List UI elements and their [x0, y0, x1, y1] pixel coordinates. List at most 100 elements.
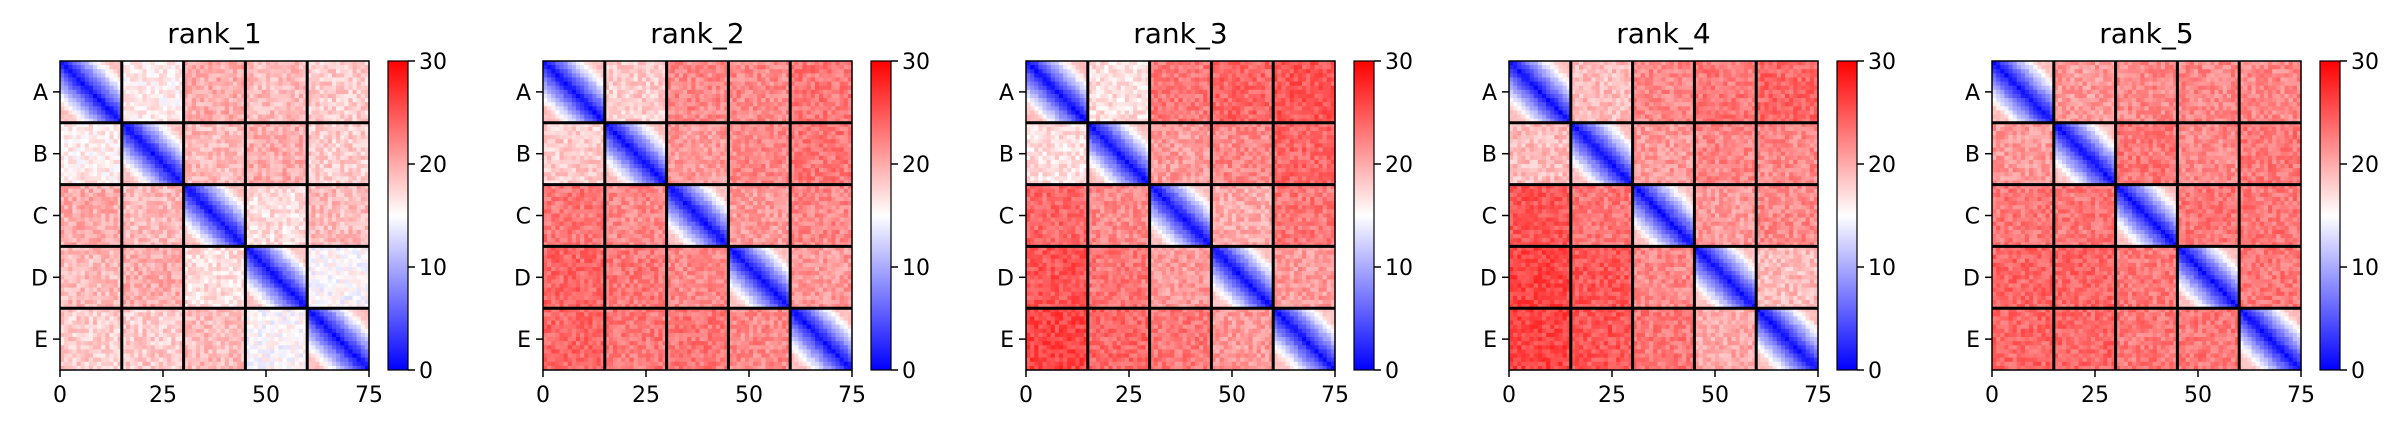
heatmap-cell	[323, 155, 329, 161]
heatmap-cell	[315, 143, 321, 149]
heatmap-cell	[187, 262, 193, 268]
heatmap-cell	[356, 295, 362, 301]
heatmap-cell	[113, 217, 119, 223]
heatmap-cell	[150, 102, 156, 107]
heatmap-cell	[163, 93, 168, 99]
heatmap-cell	[241, 205, 246, 210]
heatmap-cell	[191, 89, 197, 95]
heatmap-cell	[228, 184, 234, 190]
heatmap-cell	[195, 279, 201, 285]
heatmap-cell	[88, 192, 94, 198]
heatmap-cell	[101, 69, 106, 74]
heatmap-cell	[224, 151, 230, 157]
heatmap-cell	[68, 299, 73, 305]
heatmap-cell	[171, 275, 176, 280]
heatmap-cell	[113, 77, 119, 83]
heatmap-cell	[315, 93, 321, 99]
heatmap-cell	[64, 188, 69, 194]
heatmap-cell	[130, 246, 135, 252]
heatmap-cell	[298, 110, 304, 116]
heatmap-cell	[274, 217, 279, 223]
heatmap-cell	[150, 172, 156, 177]
heatmap-cell	[327, 98, 333, 103]
heatmap-cell	[187, 312, 193, 318]
heatmap-cell	[208, 122, 214, 128]
heatmap-cell	[171, 229, 176, 235]
heatmap-cell	[249, 291, 255, 297]
heatmap-cell	[270, 250, 275, 256]
heatmap-cell	[245, 106, 251, 112]
heatmap-cell	[331, 172, 337, 177]
heatmap-cell	[323, 287, 329, 293]
heatmap-cell	[117, 316, 123, 322]
heatmap-cell	[200, 135, 205, 140]
heatmap-cell	[323, 304, 329, 309]
heatmap-cell	[105, 258, 111, 264]
heatmap-cell	[286, 81, 292, 87]
heatmap-cell	[113, 180, 119, 186]
heatmap-cell	[212, 283, 218, 289]
heatmap-cell	[266, 176, 271, 182]
heatmap-cell	[344, 283, 349, 289]
heatmap-cell	[195, 267, 201, 272]
heatmap-cell	[146, 118, 152, 124]
heatmap-cell	[187, 316, 193, 322]
heatmap-cell	[117, 267, 123, 272]
heatmap-cell	[278, 110, 284, 116]
heatmap-cell	[105, 139, 111, 144]
heatmap-cell	[208, 69, 214, 74]
heatmap-cell	[92, 122, 98, 128]
heatmap-cell	[154, 320, 160, 326]
heatmap-cell	[109, 246, 115, 252]
heatmap-cell	[340, 114, 345, 120]
heatmap-cell	[360, 139, 366, 144]
heatmap-cell	[360, 304, 366, 309]
heatmap-cell	[97, 139, 102, 144]
heatmap-cell	[97, 258, 102, 264]
heatmap-cell	[290, 238, 296, 243]
heatmap-cell	[76, 81, 82, 87]
heatmap-cell	[88, 271, 94, 276]
heatmap-cell	[146, 114, 152, 120]
heatmap-cell	[60, 246, 65, 252]
heatmap-cell	[183, 316, 189, 322]
heatmap-cell	[60, 61, 65, 66]
heatmap-cell	[303, 279, 308, 285]
heatmap-cell	[171, 151, 176, 157]
heatmap-cell	[241, 217, 246, 223]
heatmap-cell	[319, 217, 325, 223]
heatmap-cell	[171, 102, 176, 107]
heatmap-cell	[134, 102, 139, 107]
heatmap-cell	[163, 81, 168, 87]
heatmap-cell	[344, 172, 349, 177]
heatmap-cell	[282, 221, 288, 227]
heatmap-cell	[183, 209, 189, 215]
heatmap-cell	[195, 110, 201, 116]
heatmap-cell	[212, 209, 218, 215]
heatmap-cell	[64, 320, 69, 326]
heatmap-cell	[200, 254, 205, 260]
heatmap-cell	[101, 308, 106, 313]
heatmap-cell	[224, 155, 230, 161]
heatmap-cell	[336, 180, 341, 186]
heatmap-cell	[257, 312, 263, 318]
heatmap-cell	[266, 151, 271, 157]
heatmap-cell	[167, 221, 172, 227]
heatmap-cell	[356, 188, 362, 194]
heatmap-cell	[282, 106, 288, 112]
heatmap-cell	[76, 176, 82, 182]
heatmap-cell	[167, 176, 172, 182]
heatmap-cell	[228, 299, 234, 305]
heatmap-cell	[336, 89, 341, 95]
heatmap-cell	[331, 155, 337, 161]
heatmap-cell	[167, 151, 172, 157]
heatmap-cell	[138, 180, 143, 186]
heatmap-cell	[237, 332, 242, 338]
heatmap-cell	[212, 151, 218, 157]
heatmap-cell	[76, 295, 82, 301]
heatmap-cell	[257, 184, 263, 190]
heatmap-cell	[311, 283, 317, 289]
heatmap-cell	[150, 168, 156, 173]
heatmap-cell	[208, 246, 214, 252]
heatmap-cell	[200, 205, 205, 210]
